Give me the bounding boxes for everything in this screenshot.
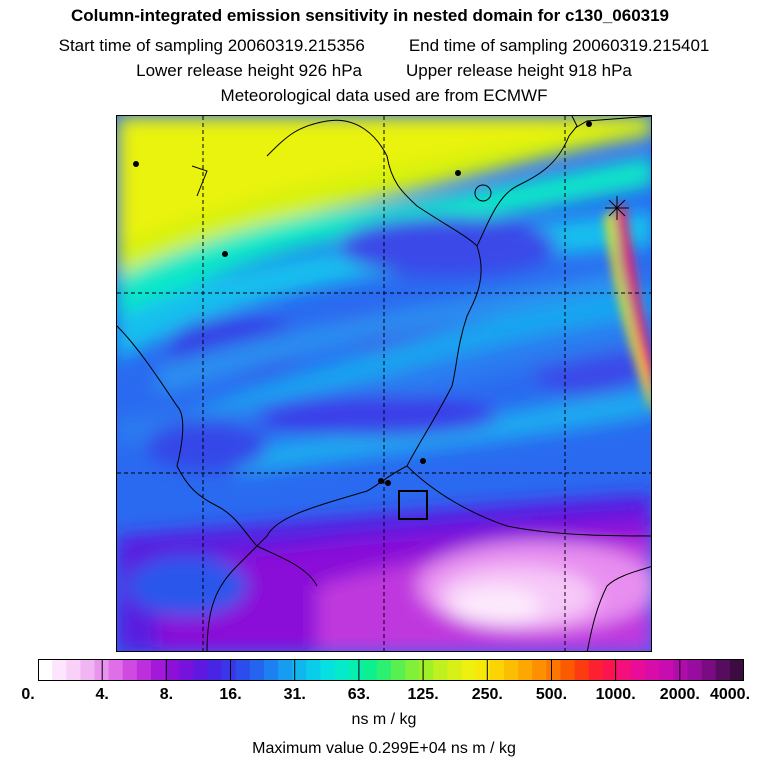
colorbar-tick-label: 125. [407, 686, 439, 703]
colorbar-tick-label: 4000. [709, 686, 751, 703]
colorbar-swatch [221, 659, 237, 681]
colorbar-tick-label: 31. [283, 686, 306, 703]
colorbar-swatch [405, 659, 420, 681]
colorbar-strip [38, 659, 745, 681]
colorbar-swatch [433, 659, 448, 681]
colorbar-tick-label: 250. [471, 686, 503, 703]
colorbar-swatch [687, 659, 703, 681]
colorbar-swatch [574, 659, 590, 681]
colorbar-tick-label: 4. [95, 686, 109, 703]
colorbar-swatch [348, 659, 364, 681]
colorbar-swatch [461, 659, 477, 681]
colorbar-tick-label: 2000. [659, 686, 700, 703]
colorbar-swatch [263, 659, 279, 681]
colorbar-tick-label: 0. [21, 686, 35, 703]
sampling-time-line: Start time of sampling 20060319.215356 En… [0, 36, 768, 56]
colorbar-swatch [659, 659, 674, 681]
met-data-label: Meteorological data used are from ECMWF [220, 86, 548, 105]
colorbar-swatch [391, 659, 406, 681]
colorbar-swatch [447, 659, 463, 681]
colorbar-swatch [503, 659, 519, 681]
max-value-label: Maximum value 0.299E+04 ns m / kg [252, 740, 516, 757]
colorbar-swatch [616, 659, 632, 681]
colorbar-swatch [165, 659, 180, 681]
colorbar-swatch [701, 659, 717, 681]
colorbar-tick-label: 63. [347, 686, 371, 703]
colorbar-swatch [376, 659, 392, 681]
colorbar-swatch [66, 659, 81, 681]
colorbar-swatch [179, 659, 194, 681]
colorbar-border [38, 659, 744, 681]
colorbar-swatch [602, 659, 618, 681]
colorbar-tick-label: 8. [159, 686, 174, 703]
sensitivity-map [116, 115, 652, 652]
units-label: ns m / kg [351, 711, 417, 728]
lake-outline-icon [474, 184, 492, 202]
colorbar-swatch [334, 659, 350, 681]
colorbar-swatch [645, 659, 660, 681]
colorbar-swatch [588, 659, 604, 681]
colorbar-swatch [306, 659, 321, 681]
colorbar-swatch [489, 659, 505, 681]
colorbar-swatch [532, 659, 547, 681]
colorbar-swatch [673, 659, 689, 681]
colorbar [38, 659, 745, 681]
colorbar-swatch [136, 659, 152, 681]
release-location-box [398, 490, 428, 520]
colorbar-swatch [292, 659, 307, 681]
colorbar-swatch [207, 659, 223, 681]
colorbar-tick-label: 500. [535, 686, 568, 703]
colorbar-swatch [729, 659, 745, 681]
colorbar-swatch [560, 659, 576, 681]
city-markers [133, 121, 592, 486]
colorbar-swatch [631, 659, 646, 681]
source-star-icon [605, 196, 629, 220]
colorbar-swatch [249, 659, 265, 681]
map-canvas [117, 116, 651, 651]
upper-release-label: Upper release height 918 hPa [406, 61, 632, 80]
colorbar-swatch [715, 659, 731, 681]
colorbar-swatch [52, 659, 67, 681]
colorbar-swatch [362, 659, 378, 681]
lower-release-label: Lower release height 926 hPa [136, 61, 362, 80]
colorbar-tick-label: 16. [219, 686, 242, 703]
colorbar-swatch [80, 659, 95, 681]
colorbar-tick-label: 1000. [595, 686, 636, 703]
colorbar-swatch [475, 659, 491, 681]
colorbar-swatch [38, 659, 53, 681]
colorbar-swatch [235, 659, 251, 681]
colorbar-swatch [122, 659, 138, 681]
plot-title: Column-integrated emission sensitivity i… [70, 6, 670, 25]
colorbar-swatch [419, 659, 434, 681]
colorbar-swatch [518, 659, 533, 681]
colorbar-swatch [278, 659, 293, 681]
colorbar-swatch [108, 659, 124, 681]
colorbar-swatch [320, 659, 336, 681]
colorbar-swatch [150, 659, 166, 681]
colorbar-swatch [193, 659, 208, 681]
colorbar-swatch [546, 659, 561, 681]
start-time-label: Start time of sampling 20060319.215356 [58, 36, 365, 55]
end-time-label: End time of sampling 20060319.215401 [408, 36, 710, 55]
release-height-line: Lower release height 926 hPa Upper releas… [0, 61, 768, 81]
